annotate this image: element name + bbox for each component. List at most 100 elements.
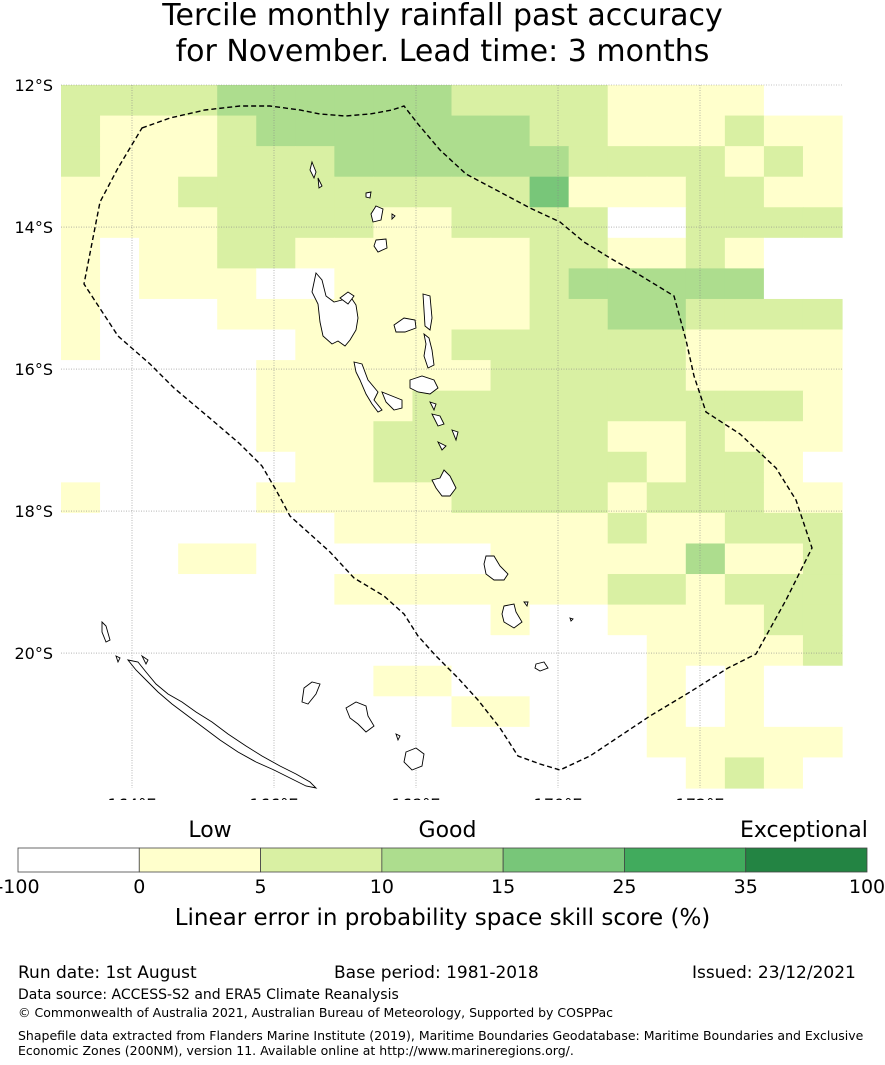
grid-cell	[607, 329, 648, 361]
grid-cell	[139, 207, 179, 239]
grid-cell	[490, 329, 531, 361]
grid-cell	[646, 757, 687, 789]
grid-cell	[490, 635, 531, 667]
colorbar-segment	[381, 847, 504, 873]
grid-cell	[100, 451, 140, 483]
grid-cell	[373, 268, 414, 300]
grid-cell	[178, 268, 218, 300]
grid-cell	[646, 726, 687, 759]
island-outline	[501, 603, 523, 629]
grid-cell	[568, 451, 609, 483]
grid-cell	[568, 726, 609, 759]
graticule	[61, 84, 842, 788]
shapefile-credit-line2: Economic Zones (200NM), version 11. Avai…	[18, 1043, 574, 1058]
grid-cell	[568, 146, 609, 178]
grid-cell	[685, 543, 726, 575]
grid-cell	[100, 390, 140, 422]
grid-cell	[412, 298, 453, 331]
grid-cell	[61, 543, 101, 575]
grid-cell	[724, 665, 765, 697]
grid-cell	[451, 696, 492, 728]
lat-tick-label: 20°S	[14, 644, 53, 663]
grid-cell	[451, 543, 492, 575]
colorbar-segment	[17, 847, 140, 873]
grid-cell	[568, 543, 609, 575]
colorbar-tick-label: 10	[370, 876, 394, 898]
island-outline	[431, 469, 457, 497]
grid-cell	[334, 635, 374, 667]
island-outline	[373, 238, 388, 253]
grid-cell	[763, 421, 804, 453]
grid-cell	[529, 665, 570, 697]
grid-cell	[529, 146, 570, 178]
grid-cell	[100, 421, 140, 453]
grid-cell	[139, 421, 179, 453]
grid-cell	[607, 482, 648, 514]
grid-cell	[529, 604, 570, 636]
grid-cell	[412, 665, 453, 697]
grid-cell	[685, 360, 726, 392]
grid-cell	[217, 451, 257, 483]
grid-cell	[685, 635, 726, 667]
grid-cell	[256, 85, 296, 117]
grid-cell	[295, 237, 335, 269]
grid-cell	[685, 85, 726, 117]
grid-cell	[607, 696, 648, 728]
grid-cell	[451, 329, 492, 361]
grid-cell	[61, 482, 101, 514]
grid-cell	[178, 635, 218, 667]
grid-cell	[529, 298, 570, 331]
grid-cell	[646, 298, 687, 331]
grid-cell	[100, 665, 140, 697]
grid-cell	[607, 298, 648, 331]
grid-cell	[61, 329, 101, 361]
grid-cell	[256, 115, 296, 147]
grid-cell	[490, 512, 531, 545]
grid-cell	[178, 451, 218, 483]
lon-tick-label: 172°E	[676, 795, 725, 800]
island-outline	[101, 620, 111, 643]
grid-cell	[100, 696, 140, 728]
grid-cell	[412, 696, 453, 728]
grid-cell	[451, 360, 492, 392]
grid-cell	[490, 268, 531, 300]
grid-cell	[100, 176, 140, 208]
grid-cell	[763, 329, 804, 361]
grid-cell	[256, 696, 296, 728]
grid-cell	[802, 298, 843, 331]
grid-cell	[490, 696, 531, 728]
grid-cell	[256, 543, 296, 575]
map-title-line2: for November. Lead time: 3 months	[175, 34, 710, 69]
grid-cell	[490, 726, 531, 759]
skill-score-map: 12°S 14°S 16°S 18°S 20°S 164°E 166°E 168°E 170°E…	[14, 76, 843, 800]
issued-date: Issued: 23/12/2021	[692, 963, 856, 983]
grid-cell	[568, 85, 609, 117]
grid-cell	[373, 512, 414, 545]
lat-tick-label: 18°S	[14, 502, 53, 521]
grid-cell	[373, 635, 414, 667]
grid-cell	[802, 115, 843, 147]
grid-cell	[451, 85, 492, 117]
island-outline	[309, 160, 317, 180]
grid-cell	[139, 146, 179, 178]
island-outline	[429, 401, 437, 412]
grid-cell	[61, 757, 101, 789]
colorbar-tick-label: 5	[255, 876, 267, 898]
grid-cell	[217, 512, 257, 545]
grid-cell	[802, 360, 843, 392]
grid-cell	[217, 665, 257, 697]
grid-cell	[607, 146, 648, 178]
grid-cell	[529, 482, 570, 514]
grid-cell	[178, 604, 218, 636]
grid-cell	[178, 512, 218, 545]
grid-cell	[568, 421, 609, 453]
grid-cell	[685, 115, 726, 147]
grid-cell	[529, 512, 570, 545]
grid-cell	[763, 390, 804, 422]
grid-cell	[256, 635, 296, 667]
grid-cell	[178, 574, 218, 606]
grid-cell	[568, 512, 609, 545]
island-outline	[317, 177, 323, 189]
grid-cell	[607, 207, 648, 239]
colorbar-segment	[138, 847, 261, 873]
